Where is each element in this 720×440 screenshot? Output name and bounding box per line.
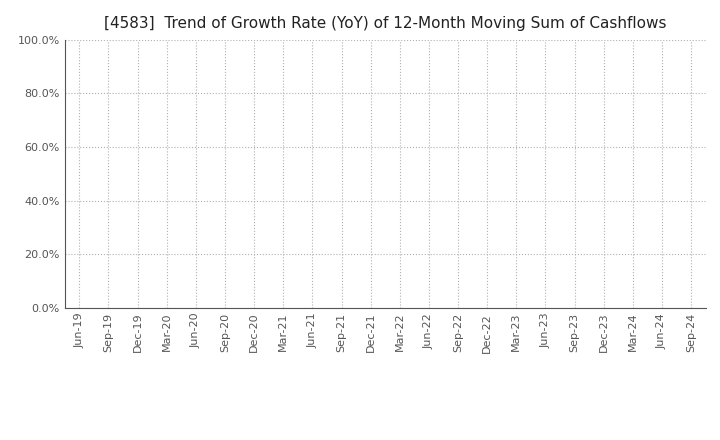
Title: [4583]  Trend of Growth Rate (YoY) of 12-Month Moving Sum of Cashflows: [4583] Trend of Growth Rate (YoY) of 12-… [104, 16, 667, 32]
